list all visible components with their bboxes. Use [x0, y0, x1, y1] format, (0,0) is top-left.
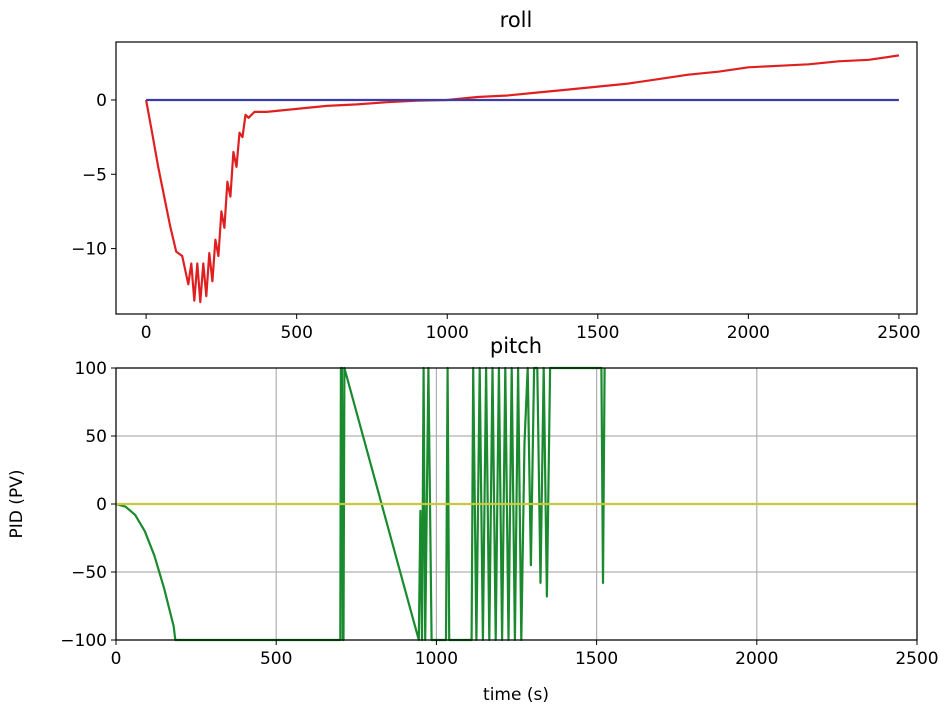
roll-x-tick-label: 2000: [727, 323, 770, 343]
roll-y-tick-label: −5: [82, 165, 107, 185]
roll-x-tick-label: 2500: [877, 323, 920, 343]
roll-x-tick: 500: [280, 314, 313, 343]
roll-x-tick: 2500: [877, 314, 921, 343]
roll-x-tick-label: 0: [141, 323, 152, 343]
roll-y-tick: −10: [71, 240, 116, 260]
roll-axes-frame: [115, 41, 918, 315]
roll-x-ticks: 0 500 1000 1500 2000 2500: [141, 314, 921, 343]
roll-x-tick: 1000: [426, 314, 469, 343]
pitch-subplot: pitch 0 500 1000 1500 2000 2500 100500−50−100…: [7, 334, 939, 705]
roll-y-tick-label: 0: [96, 91, 107, 111]
pitch-y-tick-label: −50: [71, 563, 107, 583]
pitch-y-tick: 100: [75, 359, 116, 379]
pitch-y-axis-label: PID (PV): [7, 470, 27, 539]
pitch-x-axis-label: time (s): [483, 685, 549, 705]
roll-y-ticks: 0 −5 −10: [71, 91, 116, 260]
roll-x-tick: 0: [141, 314, 152, 343]
roll-plot-area: [145, 54, 900, 304]
roll-y-tick-label: −10: [71, 240, 107, 260]
pitch-y-tick: −50: [71, 563, 116, 583]
pitch-x-tick: 2500: [895, 640, 939, 669]
roll-x-tick: 2000: [727, 314, 770, 343]
pitch-y-tick-label: 100: [75, 359, 107, 379]
roll-series-line-0: [145, 54, 900, 304]
pitch-x-tick-label: 1500: [575, 649, 618, 669]
pitch-x-tick: 500: [260, 640, 292, 669]
pitch-x-tick-label: 500: [260, 649, 292, 669]
roll-title: roll: [500, 8, 533, 32]
pitch-y-ticks: 100 50 0 −50 −100: [60, 359, 116, 651]
roll-subplot: roll 0 500 1000 1500 2000 2500 0 −5 −10: [71, 8, 920, 343]
pitch-title: pitch: [490, 334, 542, 358]
roll-x-tick: 1500: [576, 314, 619, 343]
pitch-plot-area: [115, 366, 917, 642]
pitch-x-tick: 0: [111, 640, 122, 669]
pitch-x-tick: 1000: [415, 640, 458, 669]
roll-x-tick-label: 1000: [426, 323, 469, 343]
pitch-x-tick: 2000: [735, 640, 778, 669]
pitch-y-tick: −100: [60, 631, 116, 651]
pitch-x-tick-label: 2500: [895, 649, 938, 669]
pitch-x-tick: 1500: [575, 640, 618, 669]
roll-y-tick: 0: [96, 91, 116, 111]
pitch-y-tick-label: 50: [85, 427, 107, 447]
pitch-y-tick-label: −100: [60, 631, 107, 651]
roll-x-tick-label: 500: [280, 323, 312, 343]
pitch-y-tick: 50: [85, 427, 116, 447]
roll-x-tick-label: 1500: [576, 323, 619, 343]
pitch-x-ticks: 0 500 1000 1500 2000 2500: [111, 640, 939, 669]
pitch-x-tick-label: 2000: [735, 649, 778, 669]
pitch-y-tick-label: 0: [96, 495, 107, 515]
pitch-x-tick-label: 1000: [415, 649, 458, 669]
pitch-y-tick: 0: [96, 495, 116, 515]
pitch-x-tick-label: 0: [111, 649, 122, 669]
roll-y-tick: −5: [82, 165, 116, 185]
